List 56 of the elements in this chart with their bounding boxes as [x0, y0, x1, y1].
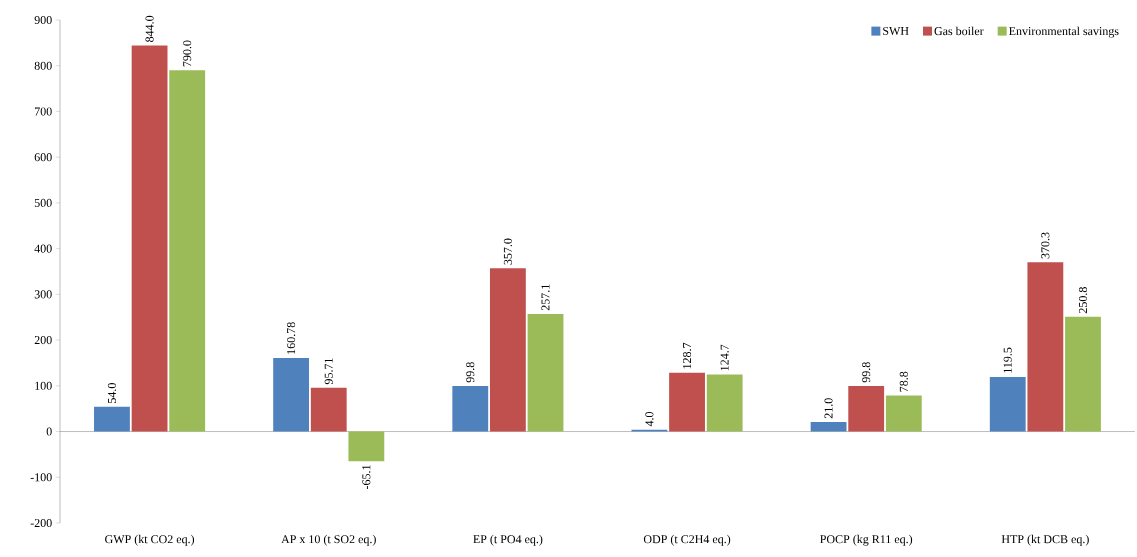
legend-label: SWH — [883, 26, 909, 36]
data-label: 160.78 — [287, 322, 296, 354]
bar — [706, 374, 743, 432]
bar — [1027, 262, 1064, 432]
y-tick-label: 900 — [34, 15, 52, 25]
data-label: 790.0 — [183, 40, 192, 67]
data-label: 257.1 — [541, 284, 550, 311]
bar — [94, 406, 130, 432]
bar — [885, 395, 922, 432]
data-label: 95.71 — [324, 358, 333, 385]
data-label: 54.0 — [107, 383, 117, 403]
y-tick-label: -100 — [30, 473, 52, 482]
data-label: 119.5 — [1003, 347, 1012, 373]
bar — [989, 376, 1026, 432]
bar — [669, 372, 705, 432]
data-label: 250.8 — [1078, 287, 1088, 314]
y-tick-label: 300 — [34, 290, 52, 299]
data-label: 124.7 — [720, 344, 729, 371]
bar — [810, 421, 847, 432]
y-tick-label: 700 — [34, 107, 52, 116]
bar — [1065, 316, 1101, 432]
bar — [848, 385, 885, 432]
data-label: 128.7 — [682, 342, 692, 369]
data-label: 78.8 — [899, 371, 908, 392]
data-label: 844.0 — [145, 15, 154, 42]
data-label: 4.0 — [645, 411, 654, 427]
bar — [348, 431, 385, 462]
bar — [452, 385, 489, 432]
bar — [489, 268, 526, 432]
bar — [131, 45, 168, 432]
legend-label: Environmental savings — [1009, 26, 1119, 38]
bar — [527, 313, 564, 432]
y-tick-label: 100 — [35, 381, 52, 390]
x-tick-label: AP x 10 (t SO2 eq.) — [281, 534, 376, 546]
bar — [310, 387, 347, 432]
y-tick-label: -200 — [30, 518, 52, 528]
data-label: 21.0 — [824, 398, 833, 419]
bar — [273, 358, 310, 432]
data-label: 370.3 — [1041, 232, 1050, 259]
x-tick-label: ODP (t C2H4 eq.) — [643, 534, 731, 546]
data-label: 357.0 — [503, 238, 512, 265]
data-label: 99.8 — [862, 362, 871, 383]
x-tick-label: HTP (kt DCB eq.) — [1001, 534, 1089, 546]
legend-label: Gas boiler — [934, 26, 984, 36]
y-tick-label: 0 — [46, 427, 52, 436]
x-tick-label: EP (t PO4 eq.) — [473, 534, 543, 546]
y-tick-label: 200 — [34, 336, 52, 345]
data-label: -65.1 — [362, 465, 371, 490]
y-tick-label: 400 — [34, 244, 52, 253]
bar — [169, 70, 206, 432]
y-tick-label: 500 — [34, 198, 52, 207]
y-tick-label: 800 — [34, 61, 52, 70]
x-tick-label: POCP (kg R11 eq.) — [820, 534, 913, 546]
data-label: 99.8 — [466, 362, 475, 383]
y-tick-label: 600 — [34, 153, 52, 162]
x-tick-label: GWP (kt CO2 eq.) — [105, 534, 195, 546]
